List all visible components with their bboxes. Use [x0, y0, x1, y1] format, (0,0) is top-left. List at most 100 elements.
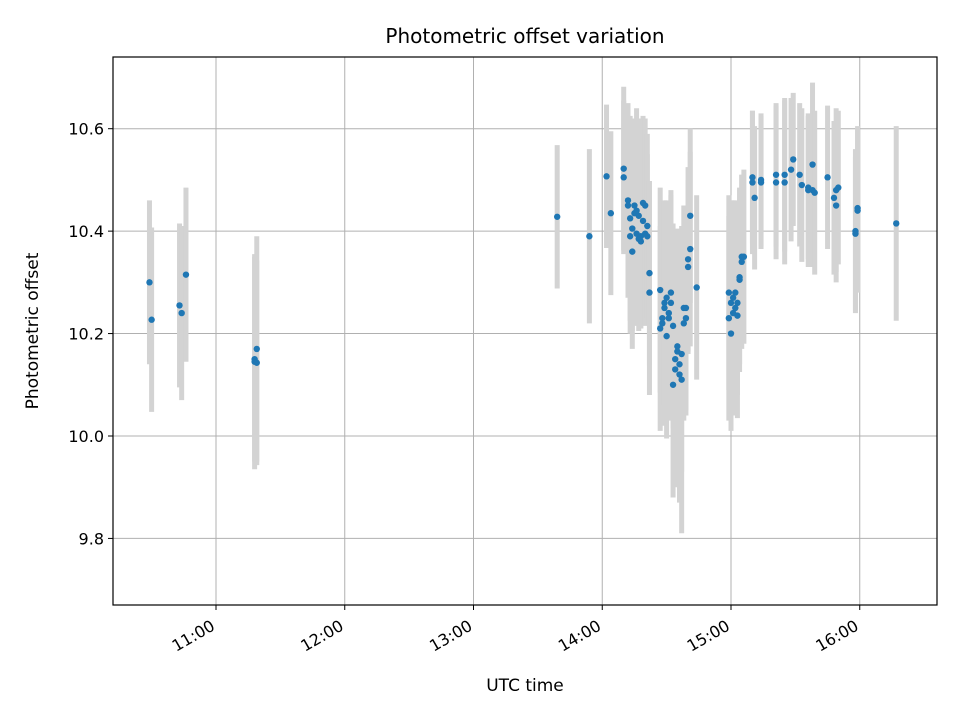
data-point [603, 173, 610, 180]
data-point [781, 171, 788, 178]
data-point [725, 314, 733, 322]
data-point [676, 361, 683, 368]
data-point [796, 171, 803, 178]
data-point [665, 309, 672, 317]
data-point [629, 248, 636, 255]
data-point [635, 212, 642, 219]
data-point [656, 286, 664, 294]
data-point [684, 256, 692, 263]
data-point [644, 222, 651, 230]
data-point [253, 359, 260, 366]
data-point [734, 299, 741, 307]
data-point [665, 314, 672, 322]
data-point [626, 215, 634, 222]
data-point [772, 171, 780, 178]
data-point [678, 350, 685, 358]
data-point [732, 304, 739, 312]
data-point [732, 289, 739, 296]
data-point [824, 174, 831, 181]
data-point [854, 207, 861, 214]
data-point [644, 233, 651, 240]
plot-frame [112, 56, 938, 606]
data-point [629, 225, 636, 232]
data-point [663, 294, 670, 301]
data-point [663, 332, 670, 340]
x-axis-title: UTC time [486, 676, 564, 696]
data-point [146, 279, 153, 286]
data-point [693, 284, 700, 291]
data-point [809, 161, 816, 168]
data-point [667, 299, 675, 307]
data-point [626, 233, 634, 240]
data-point [672, 355, 679, 363]
y-tick-label: 9.8 [79, 529, 104, 548]
data-point [669, 322, 677, 330]
point-layer [146, 156, 900, 388]
data-point [798, 181, 806, 189]
data-point [661, 299, 668, 307]
data-point [607, 210, 615, 217]
data-point [734, 312, 741, 319]
data-point [676, 371, 683, 378]
data-point [553, 213, 561, 220]
data-point [667, 289, 675, 296]
data-point [835, 184, 842, 191]
data-point [830, 194, 838, 202]
data-point [738, 258, 745, 266]
data-point [148, 316, 155, 323]
y-tick-label: 10.2 [68, 325, 104, 344]
data-point [684, 263, 692, 271]
data-point [253, 345, 260, 353]
data-point [749, 174, 756, 181]
data-point [727, 330, 735, 337]
data-point [674, 343, 681, 350]
y-axis-ticks: 9.8 10.0 10.2 10.4 10.6 [68, 120, 113, 548]
data-point [659, 314, 666, 322]
data-point [661, 304, 668, 312]
data-point [641, 202, 649, 209]
data-point [659, 320, 666, 327]
data-point [639, 217, 647, 225]
data-point [624, 202, 632, 209]
data-point [672, 366, 679, 373]
data-point [687, 245, 694, 253]
data-point [772, 179, 780, 186]
data-point [687, 212, 694, 219]
data-point [633, 207, 640, 214]
data-point [811, 189, 818, 196]
data-point [682, 304, 690, 312]
chart-title: Photometric offset variation [385, 24, 664, 48]
data-point [852, 230, 859, 237]
data-point [787, 166, 795, 173]
y-tick-label: 10.4 [68, 222, 104, 241]
data-point [727, 299, 735, 307]
data-point [751, 194, 758, 202]
data-point [757, 179, 765, 186]
data-point [893, 220, 900, 227]
data-point [646, 289, 653, 296]
y-tick-label: 10.6 [68, 120, 104, 139]
data-point [669, 381, 677, 388]
data-point [832, 202, 840, 209]
data-point [178, 309, 185, 317]
data-point [749, 179, 756, 186]
y-axis-title: Photometric offset [23, 252, 43, 409]
data-point [620, 165, 627, 172]
data-point [631, 202, 638, 209]
data-point [725, 289, 733, 296]
data-point [678, 376, 685, 383]
data-point [656, 325, 664, 332]
data-point [620, 174, 627, 181]
data-point [736, 274, 743, 281]
y-tick-label: 10.0 [68, 427, 104, 446]
data-point [740, 253, 748, 260]
data-point [176, 302, 183, 309]
data-point [781, 179, 788, 186]
data-point [637, 238, 645, 245]
data-point [624, 197, 632, 204]
data-point [790, 156, 797, 163]
data-point [729, 294, 737, 301]
data-point [586, 233, 593, 240]
data-point [646, 269, 653, 277]
